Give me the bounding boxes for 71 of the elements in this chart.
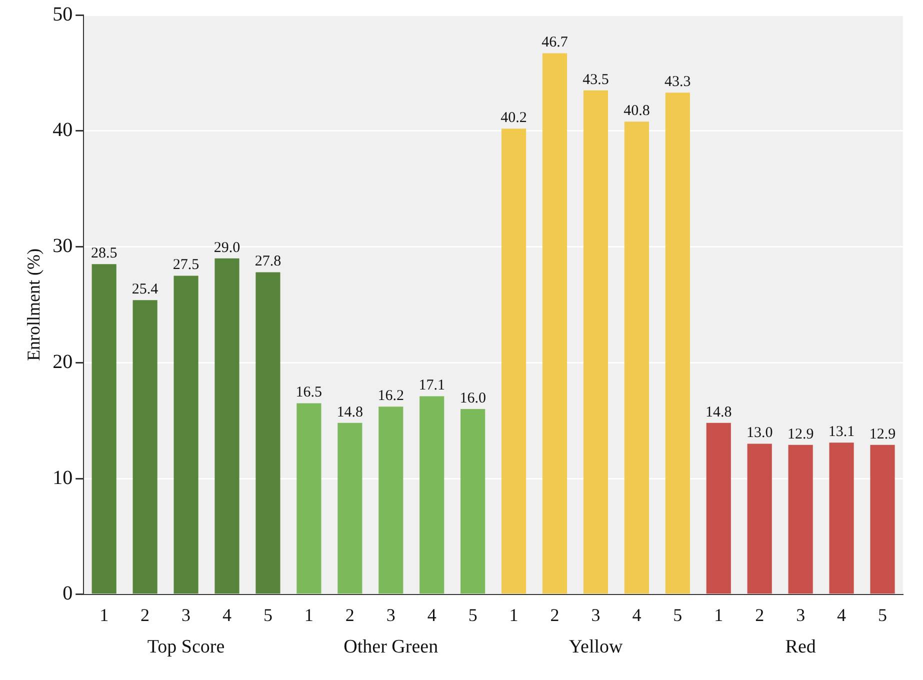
y-tick-label: 30	[52, 235, 73, 258]
x-tick-label: 2	[550, 604, 560, 625]
text: Red	[785, 636, 816, 658]
x-tick-label: 1	[509, 604, 518, 625]
y-tick-label: 0	[62, 582, 73, 605]
x-tick-label: 4	[837, 604, 846, 625]
x-tick-label: 1	[304, 604, 314, 625]
data-label: 16.2	[378, 388, 404, 404]
x-tick-label: 5	[468, 604, 478, 625]
x-tick-label: 5	[673, 604, 682, 625]
bar	[296, 403, 322, 594]
bar	[501, 128, 526, 594]
x-tick-label: 4	[427, 604, 436, 625]
data-label: 28.5	[90, 246, 118, 262]
bar	[788, 444, 813, 594]
x-tick-label: 4	[632, 604, 642, 625]
y-tick-label: 10	[52, 466, 73, 489]
x-tick-label: 2	[140, 604, 150, 625]
bar	[92, 264, 116, 594]
data-label: 12.9	[787, 426, 814, 442]
data-label: 14.8	[706, 404, 732, 420]
bar	[174, 276, 198, 594]
y-axis-title: Enrollment (%)	[24, 248, 44, 361]
data-label: 46.7	[542, 34, 568, 51]
bar	[542, 53, 568, 594]
data-label: 29.0	[214, 240, 240, 256]
data-label: 14.8	[336, 404, 364, 420]
data-label: 27.5	[172, 257, 200, 274]
bar	[665, 92, 690, 594]
text: Yellow	[568, 636, 624, 658]
x-tick-label: 3	[796, 604, 806, 625]
x-tick-label: 2	[345, 604, 354, 625]
data-label: 17.1	[418, 378, 445, 394]
data-label: 40.8	[624, 103, 650, 120]
x-tick-label: 5	[263, 604, 272, 625]
y-tick-label: 20	[52, 350, 73, 373]
x-tick-label: 3	[386, 604, 396, 625]
data-label: 40.2	[500, 110, 527, 126]
bar	[420, 396, 444, 594]
data-label: 13.1	[828, 424, 855, 440]
x-tick-label: 4	[222, 604, 232, 625]
x-tick-label: 1	[100, 604, 109, 625]
data-label: 27.8	[254, 254, 282, 270]
data-label: 16.0	[460, 390, 486, 406]
bar	[583, 90, 608, 594]
data-label: 43.3	[664, 74, 691, 90]
bar	[460, 408, 486, 594]
y-tick-label: 40	[52, 119, 73, 142]
bar	[870, 444, 895, 594]
bar	[132, 300, 158, 594]
text: Top Score	[147, 636, 225, 658]
data-label: 16.5	[296, 384, 322, 401]
bar	[256, 272, 280, 594]
bar	[624, 122, 649, 594]
text: Other Green	[344, 636, 439, 658]
x-tick-label: 2	[755, 604, 764, 625]
bar	[706, 422, 731, 594]
x-tick-label: 1	[714, 604, 724, 625]
bar	[338, 422, 362, 594]
x-tick-label: 3	[591, 604, 600, 625]
x-tick-label: 5	[878, 604, 888, 625]
bar	[829, 442, 854, 594]
bar	[747, 444, 772, 594]
data-label: 13.0	[746, 425, 773, 442]
x-tick-label: 3	[182, 604, 191, 625]
data-label: 12.9	[869, 426, 896, 442]
data-label: 43.5	[582, 72, 609, 88]
y-tick-label: 50	[52, 3, 73, 26]
bar	[378, 406, 404, 594]
data-label: 25.4	[132, 282, 159, 298]
bar	[214, 258, 240, 594]
